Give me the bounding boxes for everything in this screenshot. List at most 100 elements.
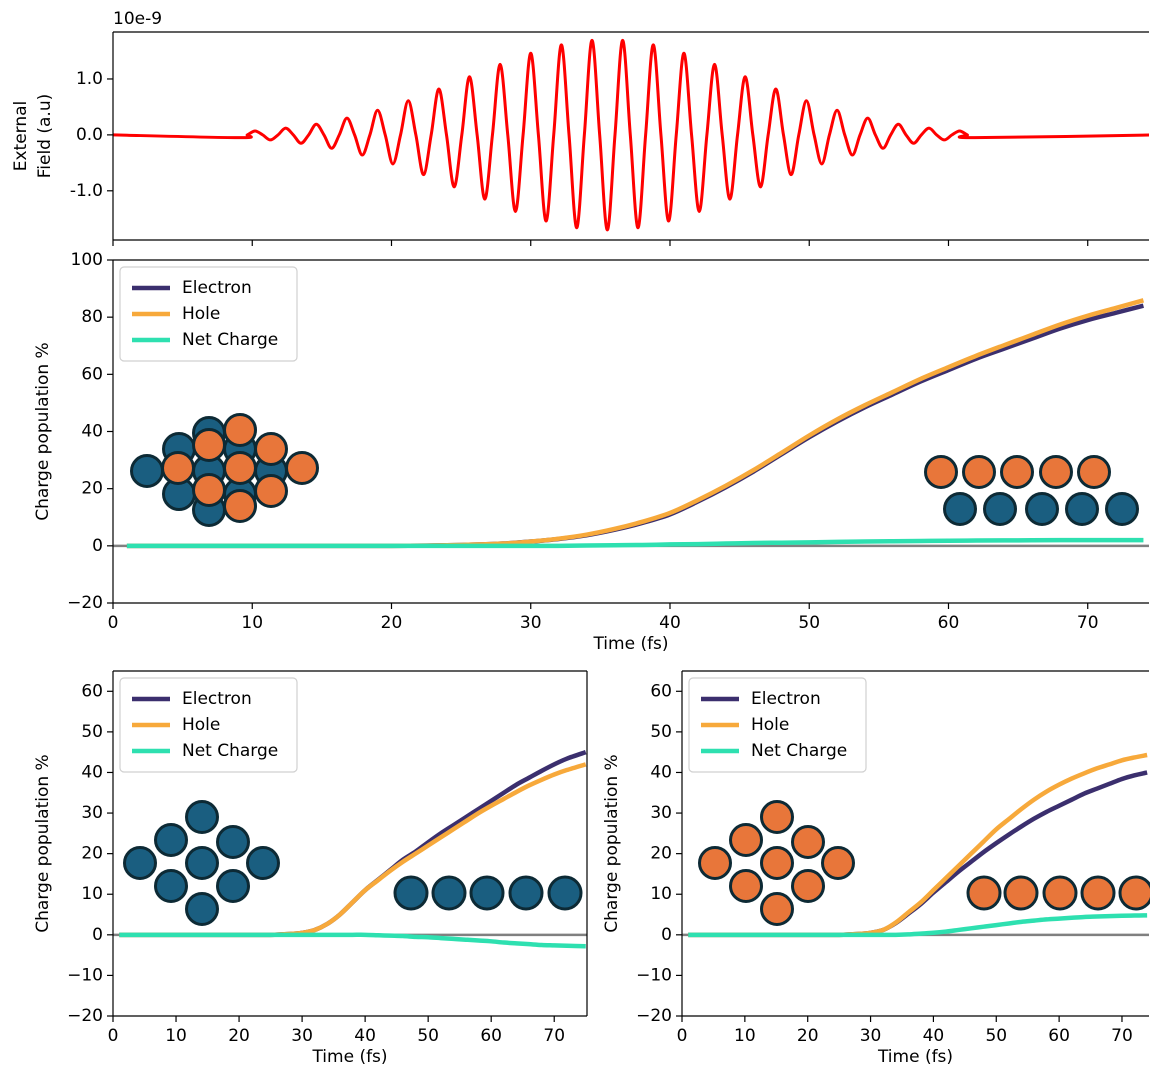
x-axis-label: Time (fs)	[877, 1047, 953, 1067]
legend-label: Electron	[182, 689, 252, 709]
atom	[1000, 455, 1034, 489]
atom	[1105, 492, 1139, 526]
y-tick-label: 20	[81, 844, 103, 864]
x-tick-label: 10	[241, 613, 263, 633]
atom	[547, 875, 583, 911]
legend-box	[119, 266, 298, 362]
atom	[223, 413, 257, 447]
y-tick-label: −20	[636, 1006, 672, 1026]
atom	[1025, 492, 1059, 526]
legend-box	[688, 677, 867, 773]
legend-label: Net Charge	[182, 330, 278, 350]
atom	[1039, 455, 1073, 489]
atom	[966, 875, 1002, 911]
y-tick-label: 10	[650, 884, 672, 904]
atom	[254, 474, 288, 508]
y-tick-label: 100	[71, 250, 103, 270]
x-tick-label: 20	[797, 1026, 819, 1046]
y-tick-label: −10	[636, 965, 672, 985]
atom	[192, 428, 226, 462]
y-tick-label: 60	[81, 681, 103, 701]
atom	[508, 875, 544, 911]
atom	[285, 451, 319, 485]
legend-label: Net Charge	[751, 741, 847, 761]
y-axis-label: External	[11, 101, 31, 172]
x-tick-label: 60	[1048, 1026, 1070, 1046]
atom	[924, 455, 958, 489]
y-tick-label: 1.0	[76, 69, 103, 89]
atom	[469, 875, 505, 911]
y-tick-label: 20	[650, 844, 672, 864]
y-tick-label: 50	[81, 722, 103, 742]
y-tick-label: 0	[92, 925, 103, 945]
atom	[1080, 875, 1116, 911]
x-axis-label: Time (fs)	[311, 1047, 387, 1067]
x-tick-label: 40	[923, 1026, 945, 1046]
y-axis-label: Charge population %	[33, 342, 53, 520]
atom	[791, 869, 825, 903]
y-axis-label: Charge population %	[33, 754, 53, 932]
atom	[154, 869, 188, 903]
atom	[216, 825, 250, 859]
y-tick-label: 0.0	[76, 125, 103, 145]
x-tick-label: 0	[108, 1026, 119, 1046]
x-tick-label: 50	[417, 1026, 439, 1046]
x-tick-label: 10	[165, 1026, 187, 1046]
series-line	[119, 932, 586, 949]
y-tick-label: 10	[81, 884, 103, 904]
x-tick-label: 40	[659, 613, 681, 633]
x-tick-label: 30	[291, 1026, 313, 1046]
y-tick-label: 40	[81, 762, 103, 782]
atom	[729, 869, 763, 903]
atom	[1118, 875, 1150, 911]
atom	[246, 846, 280, 880]
atom	[192, 473, 226, 507]
x-tick-label: 20	[228, 1026, 250, 1046]
panel: 1.0 0.0 -1.0 10e-9 External Field (a.u)	[11, 9, 1149, 246]
x-tick-label: 40	[354, 1026, 376, 1046]
atom	[123, 846, 157, 880]
y-tick-label: −10	[67, 965, 103, 985]
legend-label: Electron	[182, 278, 252, 298]
series-line	[126, 537, 1144, 549]
y-tick-label: 60	[650, 681, 672, 701]
offset-text: 10e-9	[113, 9, 162, 29]
y-tick-label: 0	[92, 536, 103, 556]
legend: Electron Hole Net Charge	[119, 266, 298, 362]
x-tick-label: 70	[1077, 613, 1099, 633]
x-tick-label: 0	[108, 613, 119, 633]
legend-label: Net Charge	[182, 741, 278, 761]
panel: 0 10 20 30 40 50 60 70 −20 −10 0 10 20 30 40 50 60 Time (…	[602, 670, 1150, 1067]
atom	[254, 432, 288, 466]
y-tick-label: 40	[650, 762, 672, 782]
atom	[185, 846, 219, 880]
atom	[185, 800, 219, 834]
x-tick-label: 20	[381, 613, 403, 633]
atom	[223, 489, 257, 523]
legend: Electron Hole Net Charge	[688, 677, 867, 773]
atom	[1065, 492, 1099, 526]
series-line	[688, 913, 1148, 938]
atom	[223, 451, 257, 485]
y-tick-label: 20	[81, 479, 103, 499]
x-tick-label: 60	[938, 613, 960, 633]
y-tick-label: 30	[81, 803, 103, 823]
y-axis-label: Charge population %	[602, 754, 622, 932]
y-tick-label: 60	[81, 364, 103, 384]
atom	[1077, 455, 1111, 489]
x-tick-label: 30	[520, 613, 542, 633]
legend: Electron Hole Net Charge	[119, 677, 298, 773]
atom	[791, 825, 825, 859]
atom	[760, 846, 794, 880]
x-tick-label: 10	[734, 1026, 756, 1046]
x-tick-label: 50	[798, 613, 820, 633]
x-tick-label: 70	[1111, 1026, 1133, 1046]
x-tick-label: 0	[677, 1026, 688, 1046]
y-tick-label: 0	[661, 925, 672, 945]
atom	[760, 892, 794, 926]
atom	[393, 875, 429, 911]
y-tick-label: 80	[81, 307, 103, 327]
x-tick-label: 60	[480, 1026, 502, 1046]
y-tick-label: 30	[650, 803, 672, 823]
